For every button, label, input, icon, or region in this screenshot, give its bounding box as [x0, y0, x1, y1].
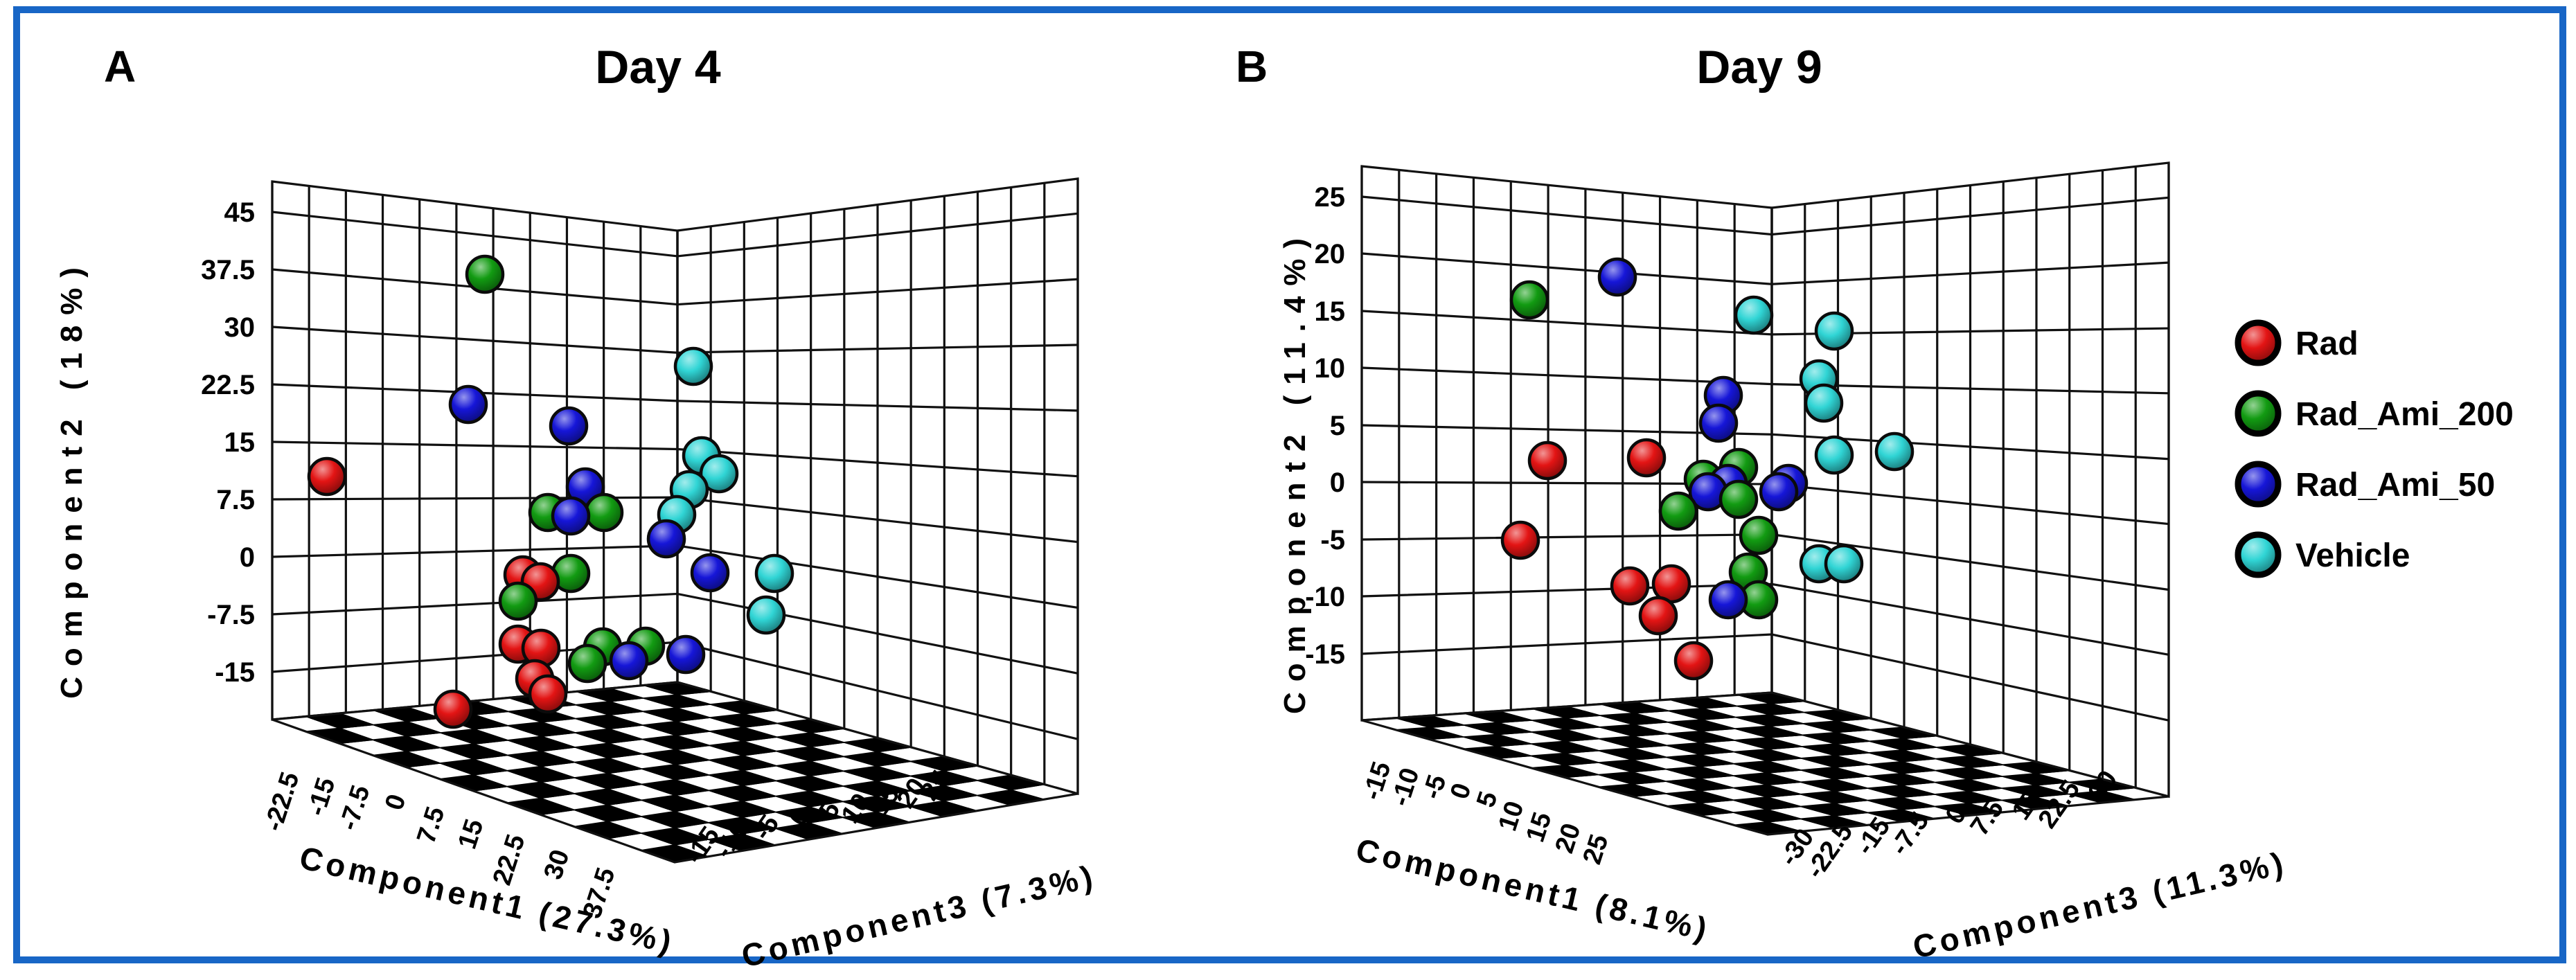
y-tick-label: 30 — [224, 312, 256, 343]
legend-label-rad: Rad — [2295, 326, 2359, 362]
x1-tick-label: 7.5 — [411, 803, 450, 847]
data-points — [307, 254, 794, 729]
panel-a-x1-axis-title: Component1 (27.3%) — [296, 839, 679, 961]
y-tick-label: 15 — [1315, 296, 1346, 327]
data-point-rad_ami_50 — [549, 406, 589, 446]
data-point-rad_ami_200 — [1658, 491, 1698, 531]
data-points — [1500, 257, 1915, 681]
data-point-rad_ami_200 — [1509, 280, 1549, 320]
legend: Rad Rad_Ami_200 Rad_Ami_50 Vehicle — [2235, 319, 2514, 578]
y-tick-label: 0 — [1330, 467, 1345, 498]
data-point-rad — [1673, 641, 1714, 681]
y-tick-label: 5 — [1330, 411, 1345, 441]
data-point-rad_ami_200 — [1739, 515, 1779, 555]
y-tick-label: 37.5 — [201, 255, 255, 285]
data-point-rad — [1500, 520, 1540, 560]
data-point-vehicle — [1804, 383, 1844, 423]
data-point-rad_ami_50 — [1759, 472, 1799, 512]
data-point-rad — [1626, 438, 1667, 478]
legend-item-rad: Rad — [2235, 319, 2359, 366]
data-point-rad_ami_50 — [1597, 257, 1637, 297]
y-axis-tick-labels: 45 37.5 30 22.5 15 7.5 0 -7.5 -15 — [201, 197, 255, 688]
x1-tick-label: 30 — [539, 846, 576, 883]
x1-tick-label: -7.5 — [334, 782, 375, 834]
panel-a-letter: A — [104, 42, 136, 91]
y-tick-label: 20 — [1315, 239, 1346, 269]
legend-marker-rad-ami-200 — [2235, 390, 2282, 437]
data-point-rad_ami_200 — [465, 254, 505, 294]
legend-item-vehicle: Vehicle — [2235, 531, 2410, 578]
data-point-vehicle — [699, 454, 739, 494]
data-point-rad — [433, 689, 473, 729]
data-point-rad — [1638, 596, 1678, 636]
data-point-rad_ami_200 — [584, 492, 624, 533]
panel-b-y-axis-title: Component2 (11.4%) — [1278, 228, 1312, 714]
panel-b-letter: B — [1236, 42, 1268, 91]
legend-item-rad-ami-50: Rad_Ami_50 — [2235, 461, 2495, 508]
grid-walls — [1360, 161, 2170, 799]
data-point-rad_ami_50 — [1698, 403, 1739, 443]
y-tick-label: 22.5 — [201, 370, 255, 400]
y-axis-tick-labels: 25 20 15 10 5 0 -5 -10 -15 — [1305, 182, 1345, 670]
data-point-rad_ami_50 — [551, 496, 591, 536]
y-tick-label: 7.5 — [216, 485, 255, 515]
data-point-rad_ami_50 — [1708, 580, 1748, 620]
data-point-rad_ami_200 — [567, 643, 607, 684]
data-point-vehicle — [1814, 435, 1854, 475]
data-point-rad — [1610, 566, 1650, 606]
legend-marker-rad-ami-50 — [2235, 461, 2282, 508]
data-point-vehicle — [673, 346, 713, 386]
x1-tick-label: 22.5 — [488, 831, 531, 889]
legend-item-rad-ami-200: Rad_Ami_200 — [2235, 390, 2514, 437]
y-tick-label: 15 — [224, 427, 256, 458]
data-point-rad — [1527, 440, 1567, 481]
legend-label-vehicle: Vehicle — [2295, 537, 2410, 574]
x1-tick-label: -22.5 — [259, 769, 305, 835]
y-tick-label: -15 — [1305, 639, 1345, 670]
y-tick-label: 25 — [1315, 182, 1346, 213]
y-tick-label: -10 — [1305, 582, 1345, 612]
y-tick-label: 0 — [240, 542, 255, 573]
legend-label-rad-ami-50: Rad_Ami_50 — [2295, 467, 2495, 504]
floor-checkerboard — [1361, 691, 2169, 836]
y-tick-label: 45 — [224, 197, 256, 228]
panel-b-title: Day 9 — [1696, 41, 1822, 93]
data-point-rad — [528, 674, 568, 714]
panel-b-x3-axis-title: Component3 (11.3%) — [1910, 844, 2290, 965]
y-tick-label: -5 — [1320, 525, 1345, 555]
y-tick-label: -7.5 — [207, 600, 255, 630]
panel-a-title: Day 4 — [595, 41, 721, 93]
data-point-rad_ami_50 — [609, 641, 649, 681]
data-point-vehicle — [746, 595, 786, 635]
y-tick-label: 10 — [1315, 353, 1346, 384]
x1-tick-label: -15 — [302, 774, 341, 819]
legend-marker-rad — [2235, 319, 2282, 366]
figure-border — [13, 6, 2566, 963]
data-point-rad_ami_50 — [646, 519, 686, 559]
data-point-vehicle — [1814, 311, 1854, 351]
data-point-vehicle — [1824, 544, 1864, 584]
y-tick-label: -15 — [215, 657, 255, 688]
data-point-vehicle — [1874, 431, 1915, 472]
data-point-rad_ami_200 — [498, 581, 538, 621]
x1-tick-label: 15 — [453, 816, 490, 853]
x1-tick-label: 0 — [380, 791, 411, 814]
data-point-rad — [307, 456, 347, 497]
legend-label-rad-ami-200: Rad_Ami_200 — [2295, 396, 2514, 433]
data-point-vehicle — [1734, 295, 1774, 335]
data-point-rad_ami_50 — [690, 553, 730, 593]
data-point-rad_ami_200 — [1718, 479, 1759, 519]
data-point-rad_ami_50 — [448, 384, 488, 425]
panel-b-x1-axis-title: Component1 (8.1%) — [1353, 831, 1714, 947]
data-point-rad_ami_50 — [666, 634, 706, 675]
legend-marker-vehicle — [2235, 531, 2282, 578]
data-point-vehicle — [754, 553, 794, 594]
panel-a-y-axis-title: Component2 (18%) — [55, 257, 89, 699]
